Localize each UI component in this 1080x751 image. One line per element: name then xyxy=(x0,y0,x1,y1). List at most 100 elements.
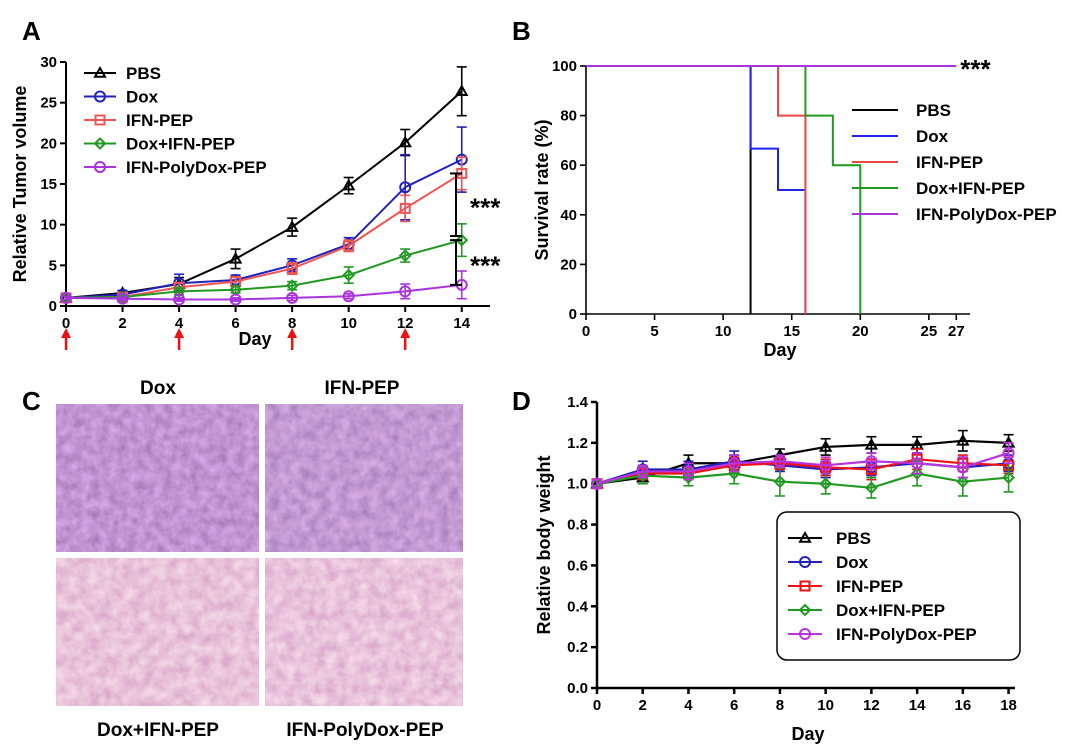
data-point xyxy=(956,461,969,474)
x-axis-title: Day xyxy=(238,329,271,349)
x-tick-label: 12 xyxy=(863,697,880,714)
panel-a-letter: A xyxy=(22,16,41,46)
significance-label: *** xyxy=(960,54,991,84)
survival-curve-dox-ifn-pep xyxy=(586,65,862,314)
x-tick-label: 27 xyxy=(948,323,965,340)
y-tick-label: 15 xyxy=(40,176,57,193)
series-line-dox xyxy=(65,158,463,299)
data-point xyxy=(341,178,356,191)
data-point xyxy=(60,291,72,304)
data-point xyxy=(682,465,695,478)
legend-marker xyxy=(94,90,106,103)
data-point xyxy=(911,457,924,470)
survival-curve-ifn-pep xyxy=(586,65,807,314)
legend: PBS Dox IFN-PEP Dox+IFN-PEP IFN-PolyDox-PEP xyxy=(776,511,1021,661)
series-line-dox-ifn-pep xyxy=(65,239,462,299)
legend-item-ifn-pep: IFN-PEP xyxy=(788,577,903,596)
legend-item-ifn-polydox-pep: IFN-PolyDox-PEP xyxy=(84,158,267,177)
y-axis-title: Relative Tumor volume xyxy=(10,86,30,283)
x-axis-title: Day xyxy=(791,724,824,744)
y-tick-label: 10 xyxy=(40,217,57,234)
x-tick-label: 25 xyxy=(921,323,938,340)
panel-b-letter: B xyxy=(512,16,531,46)
y-tick-label: 60 xyxy=(560,157,577,174)
legend-label: PBS xyxy=(126,64,161,83)
significance-label: *** xyxy=(470,193,501,223)
legend-label: Dox+IFN-PEP xyxy=(916,179,1025,198)
legend-item-dox-ifn-pep: Dox+IFN-PEP xyxy=(788,601,945,620)
x-tick-label: 0 xyxy=(593,697,601,714)
dosing-arrow-head xyxy=(174,328,185,338)
legend-item-ifn-polydox-pep: IFN-PolyDox-PEP xyxy=(852,205,1057,224)
legend-marker xyxy=(799,556,811,568)
y-tick-label: 1.0 xyxy=(567,476,588,493)
panel-c-histology: C Dox IFN-PEP Dox+IFN-PEP IFN-PolyDox-PE… xyxy=(22,378,463,741)
data-point xyxy=(819,459,832,472)
micrograph-title-dox: Dox xyxy=(140,378,176,399)
dosing-arrow xyxy=(61,328,71,350)
y-tick-label: 100 xyxy=(552,58,577,75)
micrograph-title-ifn-polydox-pep: IFN-PolyDox-PEP xyxy=(286,720,444,741)
series-ifn-polydox-pep xyxy=(591,442,1015,490)
survival-curve-dox xyxy=(586,65,807,314)
data-point xyxy=(455,84,469,97)
data-point xyxy=(172,284,186,298)
micrograph-ifn-pep xyxy=(265,404,463,552)
legend-item-pbs: PBS xyxy=(852,101,951,120)
y-tick-label: 0.6 xyxy=(567,557,588,574)
panel-c-letter: C xyxy=(22,386,41,416)
data-point xyxy=(286,263,298,275)
data-point xyxy=(116,292,129,305)
legend-item-dox-ifn-pep: Dox+IFN-PEP xyxy=(84,135,235,154)
micrograph-title-dox-ifn-pep: Dox+IFN-PEP xyxy=(97,720,219,741)
data-point xyxy=(865,455,878,468)
legend-marker xyxy=(93,137,107,150)
y-tick-label: 30 xyxy=(40,54,57,71)
legend-item-ifn-polydox-pep: IFN-PolyDox-PEP xyxy=(788,625,977,644)
data-point xyxy=(399,181,412,194)
legend-label: PBS xyxy=(836,529,871,548)
series-ifn-polydox-pep xyxy=(60,270,468,306)
y-tick-label: 40 xyxy=(560,207,577,224)
legend: PBS Dox IFN-PEP Dox+IFN-PEP IFN-PolyDox-PEP xyxy=(84,64,267,177)
series-line-ifn-polydox-pep xyxy=(596,452,1009,485)
data-point xyxy=(286,291,299,304)
legend-label: Dox+IFN-PEP xyxy=(836,601,945,620)
data-point xyxy=(342,268,356,282)
legend-item-pbs: PBS xyxy=(84,64,161,83)
panel-d-body-weight-chart: D 0.0 0.2 0.4 0.6 0.8 1.0 1.2 1.4 0 2 4 6 8 10 12 14 16 1… xyxy=(512,386,1021,744)
panel-b-survival-chart: B 0 20 40 60 80 100 0 5 10 15 20 25 27 Day Survival ra… xyxy=(512,16,1057,360)
y-tick-label: 25 xyxy=(40,95,57,112)
data-point xyxy=(818,439,833,452)
series-line-dox-ifn-pep xyxy=(596,472,1009,489)
y-tick-label: 0 xyxy=(569,306,577,323)
y-tick-label: 1.2 xyxy=(567,435,588,452)
legend-marker xyxy=(799,628,811,640)
data-point xyxy=(399,285,412,298)
y-tick-label: 20 xyxy=(560,256,577,273)
legend-label: Dox xyxy=(126,88,159,107)
data-point xyxy=(591,477,603,490)
legend-marker xyxy=(798,530,812,543)
x-tick-label: 10 xyxy=(817,697,834,714)
x-tick-label: 12 xyxy=(397,315,414,332)
x-tick-label: 14 xyxy=(909,697,926,714)
data-point xyxy=(173,293,186,306)
x-tick-label: 14 xyxy=(453,315,470,332)
dosing-arrow xyxy=(400,328,411,350)
x-tick-label: 2 xyxy=(639,697,647,714)
x-axis-title: Day xyxy=(763,340,796,360)
significance-bracket: *** xyxy=(450,239,501,286)
data-point xyxy=(864,481,878,495)
y-tick-label: 0.2 xyxy=(567,639,588,656)
x-tick-label: 10 xyxy=(715,323,732,340)
micrograph-title-ifn-pep: IFN-PEP xyxy=(325,378,400,399)
data-point xyxy=(399,202,411,214)
legend-item-dox-ifn-pep: Dox+IFN-PEP xyxy=(852,179,1025,198)
data-point xyxy=(773,475,787,489)
y-tick-label: 0.4 xyxy=(567,598,589,615)
legend-marker xyxy=(94,114,106,126)
legend-marker xyxy=(798,603,812,617)
legend-item-ifn-pep: IFN-PEP xyxy=(84,111,193,130)
